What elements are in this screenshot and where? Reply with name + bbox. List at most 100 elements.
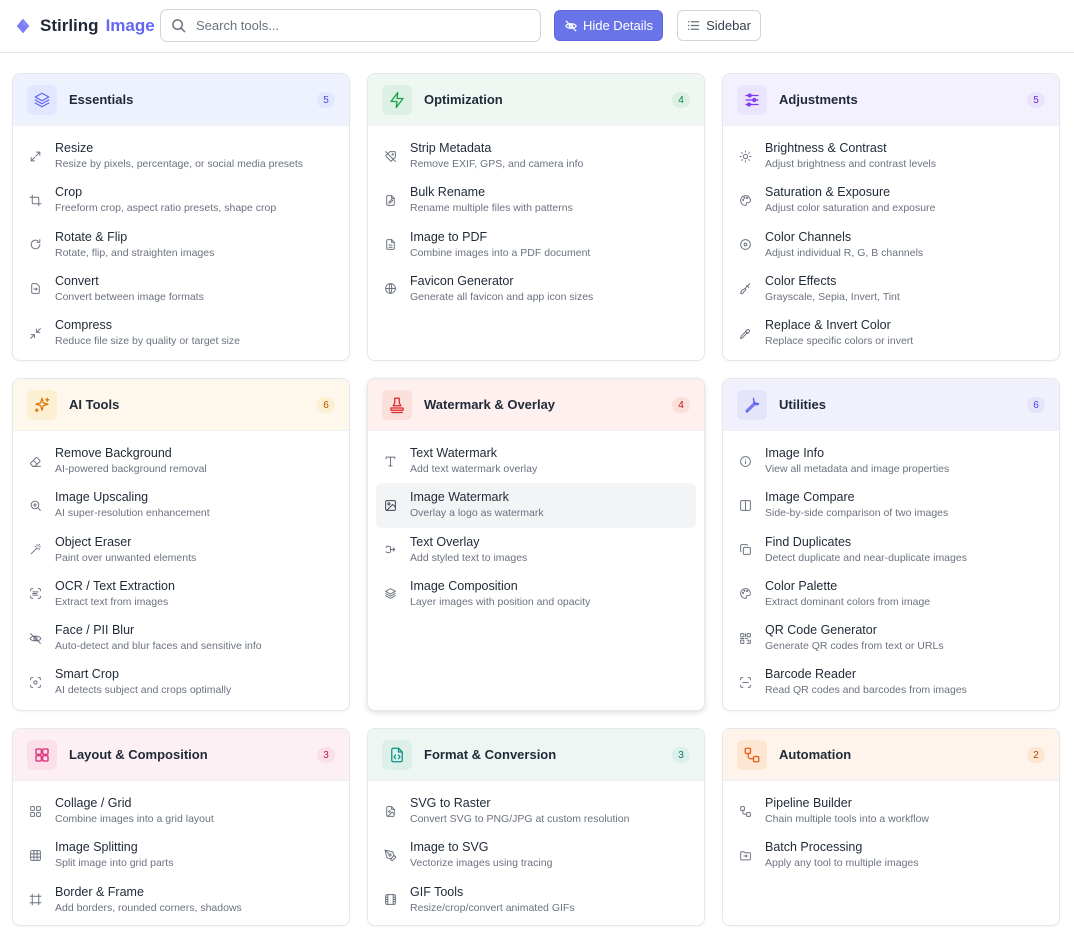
tool-description: Vectorize images using tracing — [410, 857, 553, 870]
hide-details-button[interactable]: Hide Details — [554, 10, 663, 41]
tool-item-favicon-generator[interactable]: Favicon Generator Generate all favicon an… — [368, 267, 696, 311]
tool-item-saturation-and-exposure[interactable]: Saturation & Exposure Adjust color satura… — [723, 178, 1051, 222]
tool-description: Resize by pixels, percentage, or social … — [55, 158, 304, 170]
tool-list: Remove Background AI-powered background r… — [13, 431, 349, 705]
tool-item-batch-processing[interactable]: Batch Processing Apply any tool to multip… — [723, 833, 1051, 877]
tool-item-image-upscaling[interactable]: Image Upscaling AI super-resolution enhan… — [13, 483, 341, 527]
tool-item-collage-grid[interactable]: Collage / Grid Combine images into a grid… — [13, 789, 341, 833]
tool-name: Smart Crop — [55, 667, 119, 682]
tool-item-resize[interactable]: Resize Resize by pixels, percentage, or s… — [13, 134, 341, 178]
category-count-badge: 4 — [672, 397, 690, 413]
wrench-icon — [737, 389, 767, 420]
tool-item-color-effects[interactable]: Color Effects Grayscale, Sepia, Invert, T… — [723, 267, 1051, 311]
tool-item-brightness-and-contrast[interactable]: Brightness & Contrast Adjust brightness a… — [723, 134, 1051, 178]
tool-item-text-overlay[interactable]: Text Overlay Add styled text to images — [368, 528, 696, 572]
tool-category-grid: Essentials 5 Resize Resize by pixels, perce… — [12, 73, 1060, 926]
sun-icon — [737, 148, 753, 164]
tool-name: Image to SVG — [410, 840, 489, 855]
tool-item-color-palette[interactable]: Color Palette Extract dominant colors fro… — [723, 572, 1051, 616]
tool-item-strip-metadata[interactable]: Strip Metadata Remove EXIF, GPS, and came… — [368, 134, 696, 178]
tool-item-image-watermark[interactable]: Image Watermark Overlay a logo as waterma… — [376, 483, 696, 528]
tool-description: AI super-resolution enhancement — [55, 507, 210, 520]
tool-text: Face / PII Blur Auto-detect and blur face… — [55, 622, 262, 653]
tool-item-crop[interactable]: Crop Freeform crop, aspect ratio presets,… — [13, 178, 341, 222]
tool-item-replace-and-invert-color[interactable]: Replace & Invert Color Replace specific c… — [723, 311, 1051, 355]
tool-item-bulk-rename[interactable]: Bulk Rename Rename multiple files with pa… — [368, 178, 696, 222]
tool-description: Rename multiple files with patterns — [410, 202, 573, 215]
category-header: Utilities 6 — [723, 379, 1059, 431]
tool-item-image-compare[interactable]: Image Compare Side-by-side comparison of … — [723, 483, 1051, 527]
tool-description: Overlay a logo as watermark — [410, 507, 544, 520]
tool-name: Image to PDF — [410, 229, 488, 244]
tool-text: Border & Frame Add borders, rounded corne… — [55, 884, 242, 915]
hide-details-label: Hide Details — [582, 18, 654, 33]
tool-description: Detect duplicate and near-duplicate imag… — [765, 551, 967, 564]
tool-name: Pipeline Builder — [765, 796, 852, 810]
tool-item-image-to-pdf[interactable]: Image to PDF Combine images into a PDF do… — [368, 223, 696, 267]
top-bar: Stirling Image Hide Details Sidebar — [0, 0, 1074, 53]
sidebar-toggle-button[interactable]: Sidebar — [677, 10, 761, 41]
tool-description: Extract dominant colors from image — [765, 595, 931, 608]
tool-item-remove-background[interactable]: Remove Background AI-powered background r… — [13, 439, 341, 483]
tool-item-smart-crop[interactable]: Smart Crop AI detects subject and crops o… — [13, 660, 341, 704]
category-card-layout-and-composition: Layout & Composition 3 Collage / Grid Combi… — [12, 728, 350, 926]
app-logo[interactable]: Stirling Image — [14, 14, 155, 38]
globe-icon — [382, 281, 398, 297]
logo-mark-icon — [16, 18, 30, 34]
bolt-icon — [382, 84, 412, 115]
tool-item-qr-code-generator[interactable]: QR Code Generator Generate QR codes from … — [723, 616, 1051, 660]
tool-item-barcode-reader[interactable]: Barcode Reader Read QR codes and barcodes… — [723, 660, 1051, 704]
tool-item-image-to-svg[interactable]: Image to SVG Vectorize images using traci… — [368, 833, 696, 877]
tool-item-compress[interactable]: Compress Reduce file size by quality or t… — [13, 311, 341, 355]
tool-item-image-splitting[interactable]: Image Splitting Split image into grid par… — [13, 833, 341, 877]
tool-item-face-pii-blur[interactable]: Face / PII Blur Auto-detect and blur face… — [13, 616, 341, 660]
tool-description: Rotate, flip, and straighten images — [55, 246, 215, 259]
file-edit-icon — [382, 192, 398, 208]
tool-item-ocr-text-extraction[interactable]: OCR / Text Extraction Extract text from i… — [13, 572, 341, 616]
tool-item-svg-to-raster[interactable]: SVG to Raster Convert SVG to PNG/JPG at c… — [368, 789, 696, 833]
tool-text: GIF Tools Resize/crop/convert animated GI… — [410, 884, 575, 915]
category-count-badge: 6 — [1027, 397, 1045, 413]
tool-item-convert[interactable]: Convert Convert between image formats — [13, 267, 341, 311]
tool-description: Adjust individual R, G, B channels — [765, 246, 924, 259]
tool-name: Image Info — [765, 446, 825, 460]
tool-text: SVG to Raster Convert SVG to PNG/JPG at c… — [410, 795, 629, 826]
tool-description: Reduce file size by quality or target si… — [55, 335, 241, 348]
tool-description: Read QR codes and barcodes from images — [765, 684, 967, 697]
tool-text: Collage / Grid Combine images into a grid… — [55, 795, 214, 826]
tool-name: Strip Metadata — [410, 141, 492, 155]
eye-off-icon — [27, 630, 43, 646]
tool-text: Crop Freeform crop, aspect ratio presets,… — [55, 184, 276, 215]
tool-item-object-eraser[interactable]: Object Eraser Paint over unwanted element… — [13, 528, 341, 572]
tool-name: Brightness & Contrast — [765, 141, 887, 155]
tool-item-color-channels[interactable]: Color Channels Adjust individual R, G, B … — [723, 223, 1051, 267]
target-icon — [737, 237, 753, 253]
tool-item-pipeline-builder[interactable]: Pipeline Builder Chain multiple tools int… — [723, 789, 1051, 833]
tool-item-border-and-frame[interactable]: Border & Frame Add borders, rounded corne… — [13, 878, 341, 922]
tool-text: Remove Background AI-powered background r… — [55, 445, 207, 476]
category-header: Adjustments 5 — [723, 74, 1059, 126]
tool-description: Convert between image formats — [55, 290, 204, 303]
tool-text: Color Effects Grayscale, Sepia, Invert, T… — [765, 273, 900, 304]
tool-item-image-composition[interactable]: Image Composition Layer images with posit… — [368, 572, 696, 616]
wand-icon — [27, 542, 43, 558]
tool-item-find-duplicates[interactable]: Find Duplicates Detect duplicate and near… — [723, 528, 1051, 572]
category-card-essentials: Essentials 5 Resize Resize by pixels, perce… — [12, 73, 350, 361]
tool-description: Auto-detect and blur faces and sensitive… — [55, 640, 262, 653]
search-box[interactable] — [160, 9, 541, 42]
tool-item-rotate-and-flip[interactable]: Rotate & Flip Rotate, flip, and straighte… — [13, 223, 341, 267]
pipette-icon — [737, 325, 753, 341]
tool-list: Pipeline Builder Chain multiple tools int… — [723, 781, 1059, 878]
tool-item-gif-tools[interactable]: GIF Tools Resize/crop/convert animated GI… — [368, 878, 696, 922]
category-count-badge: 5 — [317, 92, 335, 108]
tool-description: Extract text from images — [55, 595, 169, 608]
tool-name: Image Watermark — [410, 490, 509, 505]
tool-item-image-info[interactable]: Image Info View all metadata and image pr… — [723, 439, 1051, 483]
tool-text: Color Palette Extract dominant colors fro… — [765, 578, 930, 609]
category-card-adjustments: Adjustments 5 Brightness & Contrast Adjust … — [722, 73, 1060, 361]
search-input[interactable] — [196, 18, 516, 33]
tool-description: Generate all favicon and app icon sizes — [410, 290, 594, 303]
tool-description: Combine images into a PDF document — [410, 246, 591, 259]
tool-item-text-watermark[interactable]: Text Watermark Add text watermark overlay — [368, 439, 696, 483]
zoom-in-icon — [27, 497, 43, 513]
